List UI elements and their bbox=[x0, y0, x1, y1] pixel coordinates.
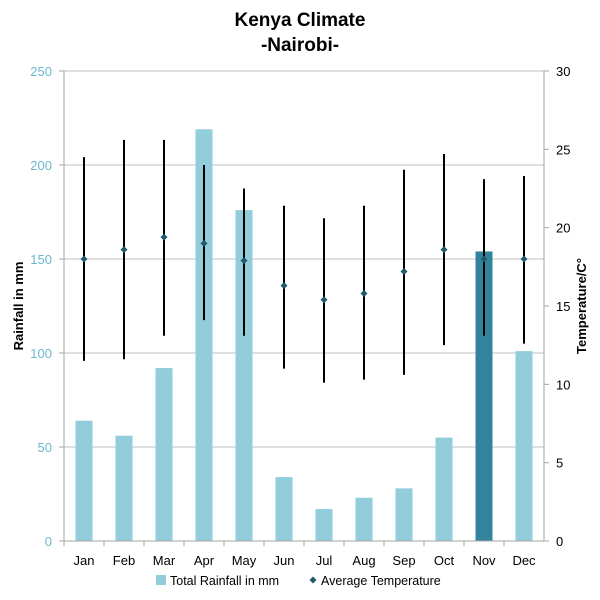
temperature-marker bbox=[520, 255, 528, 263]
temperature-marker bbox=[120, 246, 128, 254]
rainfall-bar bbox=[275, 477, 293, 541]
temperature-marker bbox=[160, 233, 168, 241]
temperature-marker bbox=[480, 255, 488, 263]
chart-title: Kenya Climate bbox=[234, 10, 366, 31]
rainfall-bar bbox=[195, 129, 213, 541]
gridlines bbox=[64, 70, 544, 542]
right-tick-label: 25 bbox=[556, 142, 570, 157]
x-tick-label: Aug bbox=[352, 553, 375, 568]
legend-rainfall-label: Total Rainfall in mm bbox=[170, 574, 279, 588]
x-tick-label: Oct bbox=[434, 553, 455, 568]
right-tick-label: 0 bbox=[556, 534, 563, 549]
x-tick-label: Apr bbox=[194, 553, 215, 568]
x-tick-label: Sep bbox=[392, 553, 415, 568]
temperature-marker bbox=[240, 257, 248, 265]
temperature-errorbars bbox=[80, 139, 528, 383]
rainfall-bars bbox=[75, 129, 533, 542]
left-tick-label: 0 bbox=[45, 534, 52, 549]
rainfall-bar bbox=[475, 251, 493, 542]
rainfall-bar bbox=[355, 497, 373, 541]
right-tick-label: 30 bbox=[556, 64, 570, 79]
left-axis-title: Rainfall in mm bbox=[11, 262, 26, 351]
legend-temperature-label: Average Temperature bbox=[321, 574, 441, 588]
x-tick-label: Dec bbox=[512, 553, 536, 568]
temperature-marker bbox=[280, 282, 288, 290]
right-tick-label: 10 bbox=[556, 377, 570, 392]
x-tick-label: Jan bbox=[74, 553, 95, 568]
x-tick-label: Nov bbox=[472, 553, 496, 568]
right-tick-label: 20 bbox=[556, 221, 570, 236]
rainfall-bar bbox=[235, 210, 253, 541]
x-tick-label: Mar bbox=[153, 553, 176, 568]
x-tick-label: Jul bbox=[316, 553, 333, 568]
x-tick-label: Feb bbox=[113, 553, 135, 568]
rainfall-bar bbox=[515, 351, 533, 541]
legend-temperature-marker bbox=[309, 576, 317, 584]
rainfall-bar bbox=[435, 437, 453, 541]
right-axis-title: Temperature/C° bbox=[574, 258, 589, 354]
temperature-marker bbox=[320, 296, 328, 304]
left-tick-label: 150 bbox=[30, 252, 52, 267]
temperature-marker bbox=[200, 239, 208, 247]
rainfall-bar bbox=[315, 509, 333, 541]
temperature-marker bbox=[360, 289, 368, 297]
temperature-marker bbox=[440, 246, 448, 254]
chart-subtitle: -Nairobi- bbox=[260, 35, 340, 56]
right-tick-label: 15 bbox=[556, 299, 570, 314]
temperature-marker bbox=[80, 255, 88, 263]
rainfall-bar bbox=[155, 368, 173, 541]
left-tick-label: 100 bbox=[30, 346, 52, 361]
temperature-marker bbox=[400, 268, 408, 276]
left-tick-label: 50 bbox=[38, 440, 52, 455]
left-tick-label: 250 bbox=[30, 64, 52, 79]
legend: Total Rainfall in mm Average Temperature bbox=[156, 574, 441, 588]
rainfall-bar bbox=[115, 435, 133, 541]
legend-rainfall-swatch bbox=[156, 575, 166, 585]
x-tick-label: Jun bbox=[274, 553, 295, 568]
right-tick-label: 5 bbox=[556, 456, 563, 471]
left-tick-label: 200 bbox=[30, 158, 52, 173]
rainfall-bar bbox=[395, 488, 413, 541]
axes: 0 50 100 150 200 250 0 5 10 15 20 25 30 Rainfall in m… bbox=[11, 64, 589, 568]
rainfall-bar bbox=[75, 420, 93, 541]
x-tick-label: May bbox=[232, 553, 257, 568]
